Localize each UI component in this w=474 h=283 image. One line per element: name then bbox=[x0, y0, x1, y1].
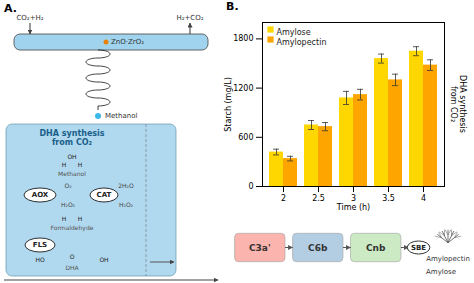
svg-text:Amylopectin: Amylopectin bbox=[426, 255, 470, 263]
svg-text:DHA synthesisfrom CO₂: DHA synthesisfrom CO₂ bbox=[39, 129, 104, 147]
html-text:B.: B. bbox=[226, 0, 239, 13]
svg-text:DHA: DHA bbox=[65, 264, 79, 271]
svg-text:O: O bbox=[70, 253, 75, 260]
svg-text:4: 4 bbox=[421, 194, 426, 203]
svg-text:C3a': C3a' bbox=[249, 243, 271, 253]
svg-text:Amylose: Amylose bbox=[426, 268, 456, 276]
svg-text:1800: 1800 bbox=[233, 34, 253, 43]
svg-text:Cnb: Cnb bbox=[366, 243, 386, 253]
svg-text:3.5: 3.5 bbox=[382, 194, 395, 203]
svg-text:ZnO·ZrO₂: ZnO·ZrO₂ bbox=[111, 38, 144, 46]
svg-text:H₂O₂: H₂O₂ bbox=[61, 201, 76, 208]
svg-text:600: 600 bbox=[238, 133, 253, 142]
svg-text:0: 0 bbox=[248, 182, 253, 191]
svg-text:Methanol: Methanol bbox=[58, 170, 86, 177]
svg-text:CAT: CAT bbox=[97, 191, 112, 199]
svg-text:H₂+CO₂: H₂+CO₂ bbox=[176, 14, 203, 22]
svg-text:2.5: 2.5 bbox=[312, 194, 325, 203]
svg-text:O₂: O₂ bbox=[64, 182, 72, 189]
svg-text:H₂O₂: H₂O₂ bbox=[119, 201, 134, 208]
svg-text:3: 3 bbox=[351, 194, 356, 204]
svg-text:C6b: C6b bbox=[308, 243, 328, 253]
svg-text:2: 2 bbox=[281, 194, 286, 203]
svg-text:FLS: FLS bbox=[33, 241, 47, 249]
svg-text:1200: 1200 bbox=[233, 84, 253, 93]
svg-text:H: H bbox=[78, 161, 83, 168]
svg-text:Starch (mg/L): Starch (mg/L) bbox=[224, 77, 233, 132]
svg-text:H: H bbox=[62, 161, 67, 168]
svg-text:2H₂O: 2H₂O bbox=[118, 182, 134, 189]
svg-text:Time (h): Time (h) bbox=[336, 203, 370, 212]
svg-text:H: H bbox=[78, 215, 83, 222]
svg-text:Amylopectin: Amylopectin bbox=[277, 38, 327, 47]
svg-text:OH: OH bbox=[99, 256, 108, 263]
svg-text:Amylose: Amylose bbox=[277, 28, 311, 37]
svg-text:CO₂+H₂: CO₂+H₂ bbox=[16, 14, 43, 22]
svg-text:AOX: AOX bbox=[32, 191, 49, 199]
svg-text:A.: A. bbox=[4, 2, 17, 15]
svg-text:HO: HO bbox=[35, 256, 45, 263]
svg-text:OH: OH bbox=[67, 153, 76, 160]
svg-text:SBE: SBE bbox=[411, 244, 426, 252]
svg-text:DHA synthesisfrom CO₂: DHA synthesisfrom CO₂ bbox=[449, 75, 467, 133]
svg-text:H: H bbox=[62, 215, 67, 222]
svg-text:Formaldehyde: Formaldehyde bbox=[51, 224, 94, 232]
svg-text:Methanol: Methanol bbox=[105, 112, 138, 120]
